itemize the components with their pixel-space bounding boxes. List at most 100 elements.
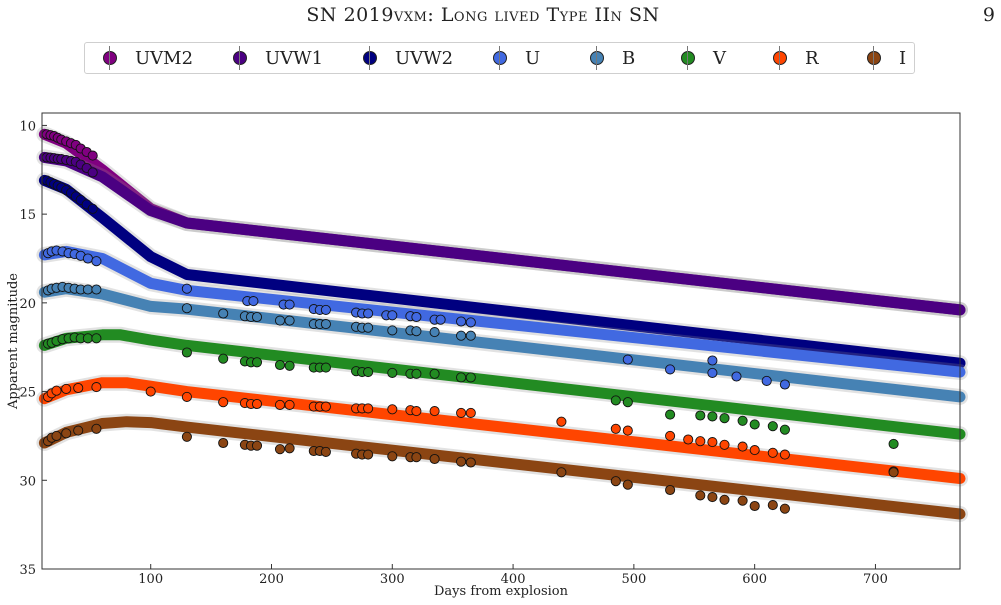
data-point-v (695, 410, 706, 421)
legend-marker (233, 46, 247, 70)
data-point-i (556, 467, 567, 478)
data-point-r (91, 382, 102, 393)
data-point-i (429, 453, 440, 465)
data-point-v (465, 372, 476, 383)
data-point-u (411, 311, 422, 323)
data-point-r (767, 447, 778, 458)
data-point-i (387, 451, 398, 462)
legend-label: UVW2 (395, 47, 454, 69)
data-point-i (251, 440, 263, 451)
data-point-u (456, 316, 467, 327)
legend-item-uvw2: UVW2 (363, 46, 454, 70)
y-axis-ticks: 10 15 20 25 30 35 (19, 119, 47, 578)
data-point-i (779, 503, 790, 514)
data-point-u (707, 367, 718, 378)
data-point-i (622, 479, 633, 490)
data-point-b (284, 315, 295, 326)
data-point-v (779, 424, 790, 435)
data-point-v (429, 368, 440, 379)
data-point-i (749, 500, 760, 512)
data-point-u (435, 314, 446, 325)
data-point-r (411, 406, 422, 417)
model-bands-layer (36, 126, 968, 522)
x-tick-label: 200 (259, 572, 284, 587)
data-point-v (411, 368, 422, 379)
legend-label: UVM2 (135, 47, 194, 69)
data-point-uvm2 (87, 150, 98, 161)
data-point-r (749, 445, 760, 456)
data-point-b (82, 284, 93, 295)
x-tick-label: 100 (138, 572, 163, 587)
legend-marker (493, 46, 507, 70)
y-axis-label: Apparent magnitude (6, 273, 21, 410)
data-point-r (719, 439, 730, 450)
data-point-v (665, 409, 676, 420)
x-tick-label: 500 (621, 572, 646, 587)
y-tick-label: 10 (19, 119, 36, 134)
legend-item-r: R (773, 46, 819, 70)
data-point-r (387, 404, 398, 415)
legend-marker (681, 46, 695, 70)
data-point-i (719, 494, 730, 505)
legend-marker (773, 46, 787, 70)
data-point-b (274, 315, 286, 326)
data-point-r (622, 425, 633, 436)
legend-label: UVW1 (265, 47, 324, 69)
data-point-i (218, 437, 229, 449)
data-point-r (556, 416, 567, 427)
data-point-r (695, 436, 706, 447)
data-point-v (749, 419, 760, 430)
plot-frame (41, 112, 961, 570)
data-point-v (181, 347, 192, 358)
legend-item-uvm2: UVM2 (103, 46, 194, 70)
data-point-r (683, 434, 694, 445)
data-point-r (707, 437, 718, 448)
data-point-u (387, 310, 398, 321)
x-tick-label: 400 (501, 572, 526, 587)
legend-item-uvw1: UVW1 (233, 46, 324, 70)
data-point-r (61, 383, 72, 394)
data-point-b (251, 311, 263, 323)
data-point-u (91, 256, 102, 267)
data-point-uvw2 (87, 203, 98, 214)
data-point-v (719, 413, 730, 424)
data-point-b (181, 303, 192, 314)
data-point-i (456, 456, 467, 467)
data-point-b (387, 325, 398, 336)
data-point-v (622, 397, 633, 408)
x-tick-label: 700 (863, 572, 888, 587)
legend-label: B (622, 47, 636, 69)
data-point-b (429, 327, 440, 338)
data-point-u (665, 364, 676, 375)
legend-marker (867, 46, 881, 70)
x-axis-label: Days from explosion (434, 584, 569, 599)
data-point-i (320, 446, 331, 457)
data-point-i (284, 443, 295, 454)
legend-label: I (899, 47, 907, 69)
model-band-uvw2 (38, 174, 966, 369)
data-point-r (610, 423, 621, 434)
data-point-r (274, 399, 286, 410)
legend-item-i: I (867, 46, 907, 70)
y-tick-label: 25 (19, 386, 36, 401)
chart-legend: UVM2 UVW1 UVW2 U B V R I (84, 42, 915, 74)
data-point-v (251, 357, 263, 368)
data-point-i (695, 490, 706, 501)
data-point-i (91, 423, 102, 434)
running-head: SN 2019vxm: Long lived Type IIn SN 9 (0, 4, 1001, 28)
data-point-i (665, 484, 676, 496)
legend-item-b: B (590, 46, 636, 70)
data-point-u (622, 354, 633, 365)
data-point-v (274, 359, 286, 371)
data-point-v (707, 411, 718, 422)
data-point-v (218, 353, 229, 364)
data-point-r (51, 385, 62, 396)
data-point-r (363, 403, 374, 414)
data-point-i (181, 431, 192, 442)
data-point-i (888, 467, 899, 478)
y-tick-label: 20 (19, 297, 36, 312)
legend-item-v: V (681, 46, 726, 70)
data-point-u (779, 379, 790, 390)
data-point-r (218, 397, 229, 408)
